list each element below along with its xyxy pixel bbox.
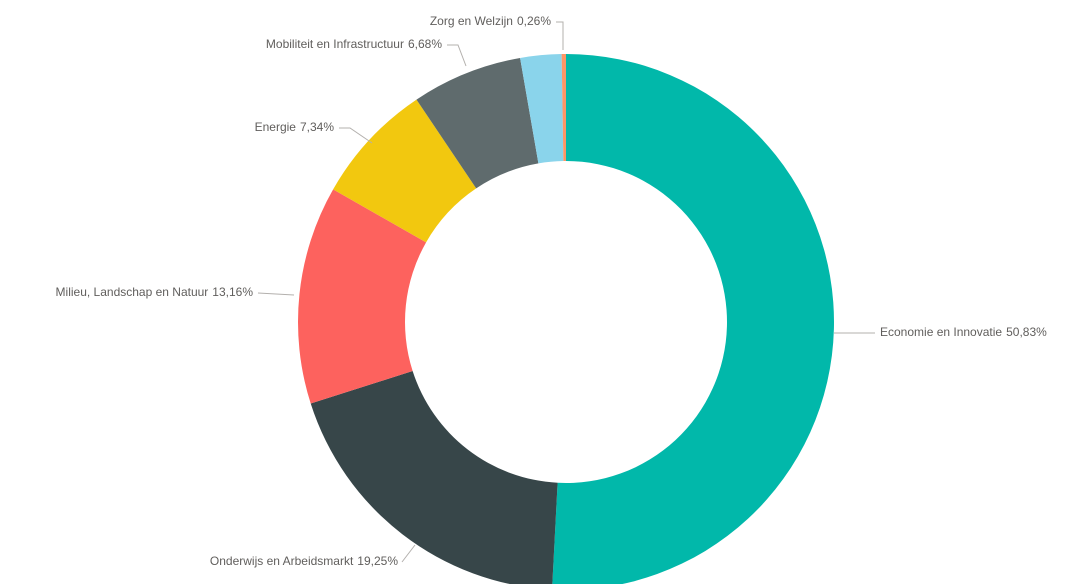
category-label: Economie en Innovatie — [880, 325, 1002, 339]
category-label: Zorg en Welzijn — [430, 14, 513, 28]
category-label: Energie — [255, 120, 297, 134]
value-label: 19,25% — [357, 554, 398, 568]
value-label: 6,68% — [408, 37, 442, 51]
data-label: Mobiliteit en Infrastructuur 6,68% — [266, 37, 442, 51]
donut-slice — [520, 54, 564, 164]
value-label: 7,34% — [300, 120, 334, 134]
donut-slice — [298, 189, 427, 404]
data-label: Energie 7,34% — [255, 120, 335, 134]
value-label: 50,83% — [1006, 325, 1047, 339]
data-label: Onderwijs en Arbeidsmarkt 19,25% — [210, 554, 398, 568]
leader-line — [447, 44, 467, 67]
leader-line — [257, 292, 295, 296]
leader-line — [339, 127, 373, 144]
value-label: 13,16% — [212, 285, 253, 299]
category-label: Milieu, Landschap en Natuur — [56, 285, 209, 299]
donut-slice — [552, 54, 834, 584]
leader-line — [401, 544, 416, 563]
category-label: Mobiliteit en Infrastructuur — [266, 37, 404, 51]
data-label: Milieu, Landschap en Natuur 13,16% — [56, 285, 254, 299]
donut-slice — [333, 99, 477, 243]
donut-slice — [561, 54, 566, 162]
leader-line — [556, 21, 564, 50]
donut-slice — [416, 57, 539, 189]
value-label: 0,26% — [517, 14, 551, 28]
donut-slice — [310, 370, 558, 584]
data-label: Economie en Innovatie 50,83% — [880, 325, 1047, 339]
category-label: Onderwijs en Arbeidsmarkt — [210, 554, 354, 568]
data-label: Zorg en Welzijn 0,26% — [430, 14, 552, 28]
